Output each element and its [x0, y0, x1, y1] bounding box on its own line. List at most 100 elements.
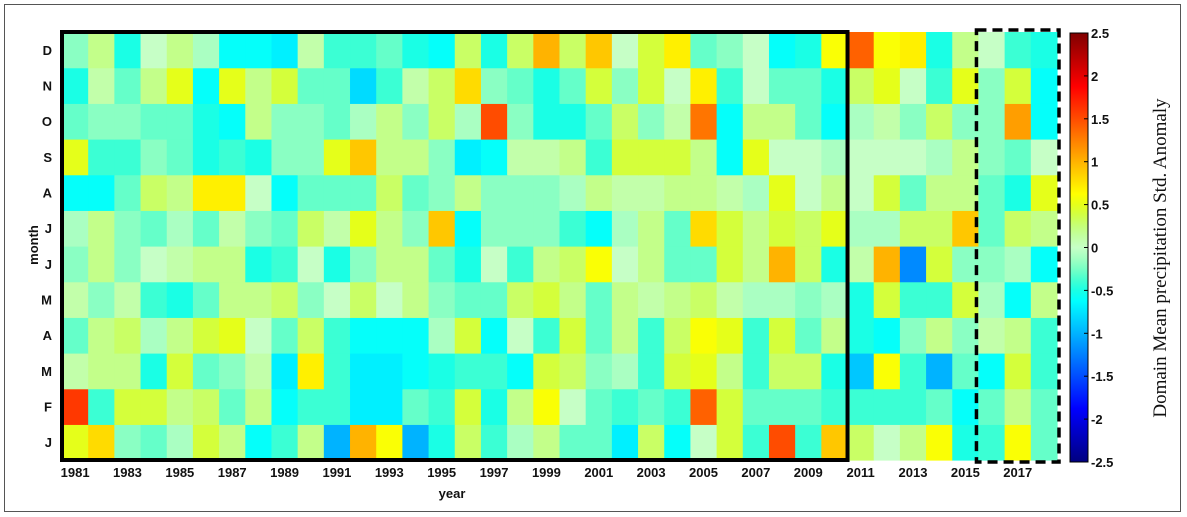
heatmap-cell: [1030, 246, 1058, 283]
heatmap-cell: [873, 424, 901, 461]
heatmap-cell: [192, 210, 220, 247]
heatmap-cell: [402, 67, 430, 104]
heatmap-cell: [716, 317, 744, 354]
colorbar-tick-label: 1.5: [1091, 112, 1109, 127]
heatmap-cell: [926, 424, 953, 461]
heatmap-cell: [480, 32, 508, 69]
heatmap-cell: [585, 103, 613, 140]
heatmap-cell: [533, 67, 561, 104]
heatmap-cell: [271, 246, 299, 283]
heatmap-cells: [62, 32, 1058, 461]
heatmap-cell: [219, 317, 246, 354]
heatmap-cell: [271, 103, 299, 140]
heatmap-cell: [323, 353, 351, 390]
heatmap-cell: [1004, 174, 1032, 211]
heatmap-cell: [1030, 388, 1058, 425]
heatmap-cell: [480, 388, 508, 425]
heatmap-cell: [690, 174, 718, 211]
heatmap-cell: [402, 174, 430, 211]
heatmap-cell: [350, 424, 377, 461]
heatmap-cell: [507, 353, 534, 390]
heatmap-cell: [533, 317, 561, 354]
heatmap-cell: [480, 103, 508, 140]
heatmap-cell: [271, 32, 299, 69]
heatmap-cell: [952, 424, 980, 461]
heatmap-cell: [323, 317, 351, 354]
heatmap-cell: [376, 281, 403, 318]
heatmap-cell: [664, 424, 692, 461]
heatmap-cell: [166, 32, 194, 69]
heatmap-cell: [323, 174, 351, 211]
heatmap-cell: [62, 67, 89, 104]
heatmap-cell: [611, 174, 639, 211]
heatmap-cell: [454, 32, 482, 69]
heatmap-cell: [611, 67, 639, 104]
heatmap-cell: [114, 67, 142, 104]
heatmap-cell: [480, 67, 508, 104]
heatmap-cell: [62, 353, 89, 390]
heatmap-cell: [873, 174, 901, 211]
heatmap-cell: [716, 246, 744, 283]
heatmap-cell: [166, 174, 194, 211]
heatmap-cell: [742, 281, 770, 318]
heatmap-cell: [114, 317, 142, 354]
heatmap-cell: [873, 246, 901, 283]
heatmap-cell: [507, 424, 534, 461]
heatmap-cell: [323, 32, 351, 69]
heatmap-cell: [323, 139, 351, 176]
y-tick-label: D: [43, 43, 52, 58]
x-tick-label: 1983: [113, 465, 142, 480]
x-tick-label: 1985: [165, 465, 194, 480]
heatmap-cell: [297, 281, 325, 318]
heatmap-cell: [1030, 281, 1058, 318]
heatmap-cell: [62, 139, 89, 176]
heatmap-cell: [847, 424, 875, 461]
heatmap-cell: [219, 353, 246, 390]
dashed-highlight-box: [974, 28, 1061, 464]
heatmap-cell: [219, 103, 246, 140]
heatmap-cell: [716, 424, 744, 461]
heatmap-cell: [114, 424, 142, 461]
heatmap-cell: [873, 139, 901, 176]
heatmap-cell: [1004, 281, 1032, 318]
heatmap-cell: [899, 210, 927, 247]
x-tick-label: 1991: [322, 465, 351, 480]
heatmap-cell: [219, 67, 246, 104]
colorbar-label: Domain Mean precipitation Std. Anomaly: [1150, 98, 1171, 418]
heatmap-cell: [926, 32, 953, 69]
heatmap-cell: [638, 317, 665, 354]
heatmap-cell: [1030, 174, 1058, 211]
heatmap-cell: [1030, 353, 1058, 390]
heatmap-cell: [1004, 103, 1032, 140]
heatmap-cell: [192, 317, 220, 354]
heatmap-cell: [716, 281, 744, 318]
heatmap-cell: [192, 32, 220, 69]
heatmap-cell: [192, 388, 220, 425]
heatmap-cell: [245, 32, 273, 69]
heatmap-cell: [376, 388, 403, 425]
heatmap-cell: [323, 103, 351, 140]
heatmap-cell: [978, 67, 1006, 104]
heatmap-cell: [114, 210, 142, 247]
heatmap-cell: [62, 210, 89, 247]
heatmap-cell: [1004, 32, 1032, 69]
heatmap-cell: [323, 424, 351, 461]
heatmap-cell: [690, 281, 718, 318]
x-tick-label: 2011: [847, 465, 875, 480]
heatmap-cell: [821, 246, 849, 283]
heatmap-cell: [271, 67, 299, 104]
heatmap-cell: [140, 246, 168, 283]
colorbar: 2.5 2 1.5 1 0.5 0 -0.5 -1 -1.5 -2 -2.5: [1069, 26, 1113, 470]
heatmap-cell: [297, 246, 325, 283]
heatmap-cell: [1004, 424, 1032, 461]
x-tick-label: 1995: [427, 465, 456, 480]
heatmap-cell: [323, 210, 351, 247]
heatmap-cell: [978, 139, 1006, 176]
heatmap-cell: [192, 424, 220, 461]
heatmap-cell: [821, 388, 849, 425]
colorbar-tick-label: 2: [1091, 69, 1098, 84]
heatmap-cell: [454, 317, 482, 354]
heatmap-cell: [454, 67, 482, 104]
heatmap-cell: [428, 424, 456, 461]
y-tick-label: J: [45, 435, 52, 450]
